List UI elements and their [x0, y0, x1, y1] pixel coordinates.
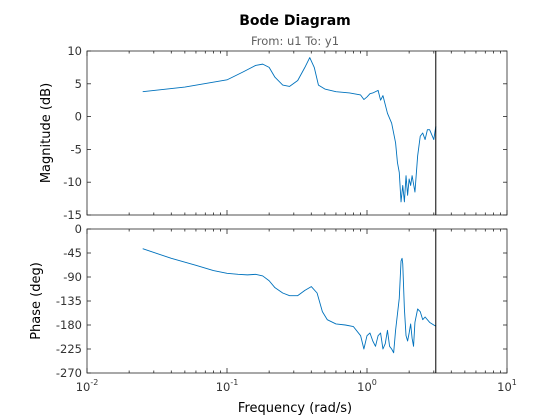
magnitude-y-tick-label: -5 [71, 142, 82, 156]
magnitude-axes-box [86, 50, 508, 216]
phase-y-tick-label: -180 [56, 318, 82, 332]
magnitude-y-tick-label: 0 [75, 110, 82, 124]
magnitude-y-tick-label: -15 [63, 208, 82, 222]
chart-subtitle: From: u1 To: y1 [251, 34, 339, 48]
magnitude-series-line [142, 57, 437, 203]
phase-y-tick-label: -90 [63, 270, 82, 284]
x-tick-label: 10-1 [216, 378, 239, 394]
phase-y-tick-label: -135 [56, 294, 82, 308]
x-tick-exponent: 1 [512, 378, 517, 387]
phase-axes-box [86, 228, 508, 374]
x-tick-exponent: 0 [372, 378, 377, 387]
x-tick-exponent: -1 [230, 378, 238, 387]
x-tick-labels: 10-2 10-1 100 101 [76, 378, 517, 394]
x-tick-base: 10 [497, 380, 512, 394]
phase-y-tick-label: 0 [75, 222, 82, 236]
magnitude-y-tick-label: 5 [75, 77, 82, 91]
x-tick-label: 100 [357, 378, 377, 394]
x-tick-base: 10 [357, 380, 372, 394]
phase-y-label: Phase (deg) [29, 262, 44, 340]
magnitude-y-tick-label: 10 [67, 44, 82, 58]
x-tick-label: 10-2 [76, 378, 99, 394]
phase-panel: 0 -45 -90 -135 -180 -225 -270 [56, 222, 508, 380]
phase-y-tick-label: -270 [56, 366, 82, 380]
phase-y-tick-label: -45 [63, 246, 82, 260]
x-tick-exponent: -2 [90, 378, 98, 387]
magnitude-y-label: Magnitude (dB) [39, 83, 54, 183]
chart-title: Bode Diagram [239, 13, 351, 29]
x-tick-label: 101 [497, 378, 517, 394]
magnitude-panel: 10 5 0 -5 -10 -15 [63, 44, 508, 222]
x-tick-base: 10 [216, 380, 231, 394]
x-tick-base: 10 [76, 380, 91, 394]
phase-series-line [142, 248, 437, 354]
x-axis-label: Frequency (rad/s) [238, 401, 352, 416]
phase-y-tick-label: -225 [56, 342, 82, 356]
magnitude-y-tick-label: -10 [63, 175, 82, 189]
